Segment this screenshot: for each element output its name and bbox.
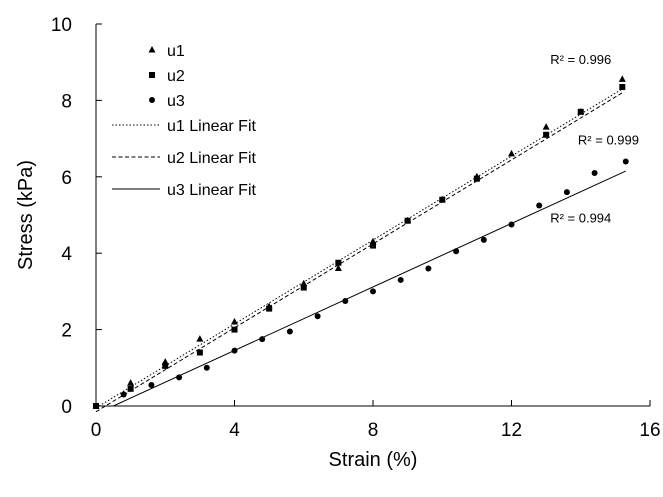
legend-label-u1: u1 bbox=[167, 43, 185, 60]
data-point-u2 bbox=[619, 84, 626, 91]
x-tick-label: 12 bbox=[501, 420, 522, 441]
data-point-u3 bbox=[342, 297, 349, 304]
data-point-u2 bbox=[473, 175, 480, 182]
data-point-u3 bbox=[622, 158, 629, 165]
data-point-u3 bbox=[231, 347, 238, 354]
data-point-u2 bbox=[439, 196, 446, 203]
y-axis-ticks: 0 2 4 6 8 10 bbox=[51, 15, 102, 418]
data-point-u1 bbox=[196, 335, 204, 342]
y-axis-title: Stress (kPa) bbox=[15, 160, 37, 270]
data-point-u3 bbox=[203, 364, 210, 371]
data-point-u2 bbox=[231, 326, 238, 333]
data-point-u3 bbox=[563, 189, 570, 196]
data-point-u3 bbox=[148, 381, 155, 388]
y-tick-label: 2 bbox=[61, 321, 72, 342]
x-tick-label: 16 bbox=[639, 420, 660, 441]
r2-label-2: R² = 0.999 bbox=[578, 132, 639, 147]
data-point-u2 bbox=[577, 108, 584, 115]
data-point-u3 bbox=[508, 221, 515, 228]
legend-marker-u2 bbox=[149, 72, 155, 78]
data-point-u3 bbox=[286, 328, 293, 335]
data-point-u2 bbox=[370, 242, 376, 249]
legend-marker-u1 bbox=[148, 46, 156, 53]
data-point-u3 bbox=[176, 374, 183, 381]
y-tick-label: 8 bbox=[61, 91, 72, 112]
data-point-u3 bbox=[370, 288, 376, 295]
data-point-u2 bbox=[404, 217, 411, 224]
data-point-u3 bbox=[397, 276, 404, 283]
legend-label-u2: u2 bbox=[167, 68, 185, 85]
legend-marker-u3 bbox=[149, 97, 155, 103]
fit-line-1 bbox=[95, 88, 623, 409]
r2-label-3: R² = 0.994 bbox=[550, 211, 611, 226]
legend-label-fit-1: u1 Linear Fit bbox=[167, 118, 256, 135]
data-point-u3 bbox=[120, 391, 127, 398]
data-point-u2 bbox=[543, 131, 550, 138]
data-point-u2 bbox=[127, 385, 134, 392]
data-point-u3 bbox=[536, 202, 543, 209]
data-point-u3 bbox=[591, 169, 598, 176]
data-point-u2 bbox=[93, 403, 99, 409]
data-point-u3 bbox=[425, 265, 432, 272]
legend-label-fit-2: u2 Linear Fit bbox=[167, 150, 256, 167]
fit-line-3 bbox=[113, 170, 626, 407]
data-point-u3 bbox=[314, 313, 321, 320]
y-tick-label: 10 bbox=[51, 15, 72, 36]
x-axis-title: Strain (%) bbox=[329, 449, 418, 471]
data-point-u1 bbox=[618, 75, 626, 82]
data-point-u1 bbox=[231, 317, 238, 325]
data-point-u3 bbox=[480, 236, 487, 243]
r-squared-labels: R² = 0.996 R² = 0.999 R² = 0.994 bbox=[550, 52, 639, 226]
data-point-u2 bbox=[266, 305, 273, 312]
linear-fit-lines bbox=[95, 88, 626, 413]
data-points bbox=[92, 75, 629, 409]
legend: u1 u2 u3 u1 Linear Fit u2 Linear Fit u3 Linea… bbox=[112, 43, 256, 199]
data-point-u3 bbox=[259, 336, 266, 343]
y-tick-label: 6 bbox=[61, 168, 72, 189]
data-point-u2 bbox=[162, 362, 169, 369]
x-tick-label: 8 bbox=[368, 420, 379, 441]
data-point-u2 bbox=[300, 284, 307, 291]
fit-line-2 bbox=[95, 92, 623, 413]
data-point-u3 bbox=[453, 248, 460, 255]
x-axis-ticks: 0 4 8 12 16 bbox=[91, 400, 661, 441]
data-point-u1 bbox=[334, 264, 342, 271]
data-point-u1 bbox=[127, 379, 135, 386]
data-point-u1 bbox=[542, 123, 550, 130]
data-point-u2 bbox=[196, 349, 203, 356]
x-tick-label: 4 bbox=[229, 420, 240, 441]
legend-label-u3: u3 bbox=[167, 93, 185, 110]
r2-label-1: R² = 0.996 bbox=[550, 52, 611, 67]
x-tick-label: 0 bbox=[91, 420, 102, 441]
data-point-u2 bbox=[335, 259, 342, 266]
y-tick-label: 4 bbox=[61, 244, 72, 265]
y-tick-label: 0 bbox=[61, 397, 72, 418]
data-point-u1 bbox=[508, 149, 515, 157]
legend-label-fit-3: u3 Linear Fit bbox=[167, 182, 256, 199]
